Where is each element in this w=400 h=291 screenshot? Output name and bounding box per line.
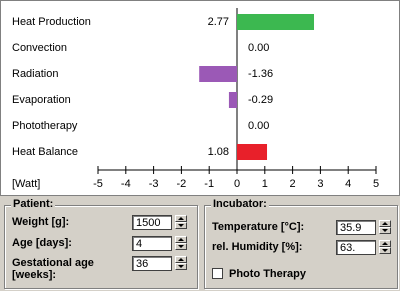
value-label: 0.00	[248, 42, 269, 54]
x-tick-label: 4	[345, 178, 351, 190]
x-tick-label: 2	[290, 178, 296, 190]
category-label: Evaporation	[12, 94, 71, 106]
bar	[237, 14, 315, 30]
x-tick-label: -2	[177, 178, 187, 190]
value-label: 1.08	[208, 146, 229, 158]
chart-frame	[0, 0, 400, 196]
bar	[199, 66, 237, 82]
field-label: Temperature [°C]:	[212, 221, 305, 233]
value-label: -1.36	[248, 68, 273, 80]
spin-up[interactable]	[175, 256, 187, 263]
spin-up[interactable]	[379, 220, 391, 227]
text-input[interactable]: 35.9	[336, 220, 376, 235]
spin-button[interactable]	[175, 215, 187, 230]
spin-down[interactable]	[175, 243, 187, 250]
spin-up[interactable]	[379, 240, 391, 247]
x-axis-label: [Watt]	[12, 178, 40, 190]
category-label: Phototherapy	[12, 120, 78, 132]
x-tick-label: 0	[234, 178, 240, 190]
x-tick-label: 1	[262, 178, 268, 190]
x-tick-label: -3	[149, 178, 159, 190]
spin-down[interactable]	[379, 227, 391, 234]
checkbox-label[interactable]: Photo Therapy	[229, 268, 307, 280]
field-label: Gestational age [weeks]:	[12, 257, 94, 281]
x-tick-label: -1	[204, 178, 214, 190]
x-tick-label: 5	[373, 178, 379, 190]
chart: -5 -4 -3 -2 -1 0 1 2 3 4 5 [Watt] Heat Production 2.7…	[0, 0, 400, 196]
checkbox[interactable]	[212, 268, 223, 279]
text-input[interactable]: 63.	[336, 240, 376, 255]
spin-up[interactable]	[175, 236, 187, 243]
field-label: Weight [g]:	[12, 216, 70, 228]
spin-down[interactable]	[175, 222, 187, 229]
category-label: Radiation	[12, 68, 58, 80]
text-input[interactable]: 1500	[132, 215, 172, 230]
spin-button[interactable]	[379, 240, 391, 255]
field-label: rel. Humidity [%]:	[212, 241, 303, 253]
x-tick-label: 3	[317, 178, 323, 190]
text-input[interactable]: 36	[132, 256, 172, 271]
bar	[228, 92, 237, 108]
text-input[interactable]: 4	[132, 236, 172, 251]
value-label: -0.29	[248, 94, 273, 106]
spin-button[interactable]	[379, 220, 391, 235]
category-label: Convection	[12, 42, 67, 54]
x-tick-label: -4	[121, 178, 131, 190]
spin-down[interactable]	[379, 247, 391, 254]
category-label: Heat Balance	[12, 146, 78, 158]
bar	[237, 144, 268, 160]
group-title: Incubator:	[211, 198, 269, 210]
patient-group: Patient:	[4, 198, 198, 289]
x-tick-label: -5	[93, 178, 103, 190]
group-title: Patient:	[11, 198, 56, 210]
category-label: Heat Production	[12, 16, 91, 28]
spin-up[interactable]	[175, 215, 187, 222]
incubator-group: Incubator:	[204, 198, 398, 289]
value-label: 2.77	[208, 16, 229, 28]
spin-down[interactable]	[175, 263, 187, 270]
field-label: Age [days]:	[12, 237, 72, 249]
value-label: 0.00	[248, 120, 269, 132]
spin-button[interactable]	[175, 256, 187, 271]
spin-button[interactable]	[175, 236, 187, 251]
